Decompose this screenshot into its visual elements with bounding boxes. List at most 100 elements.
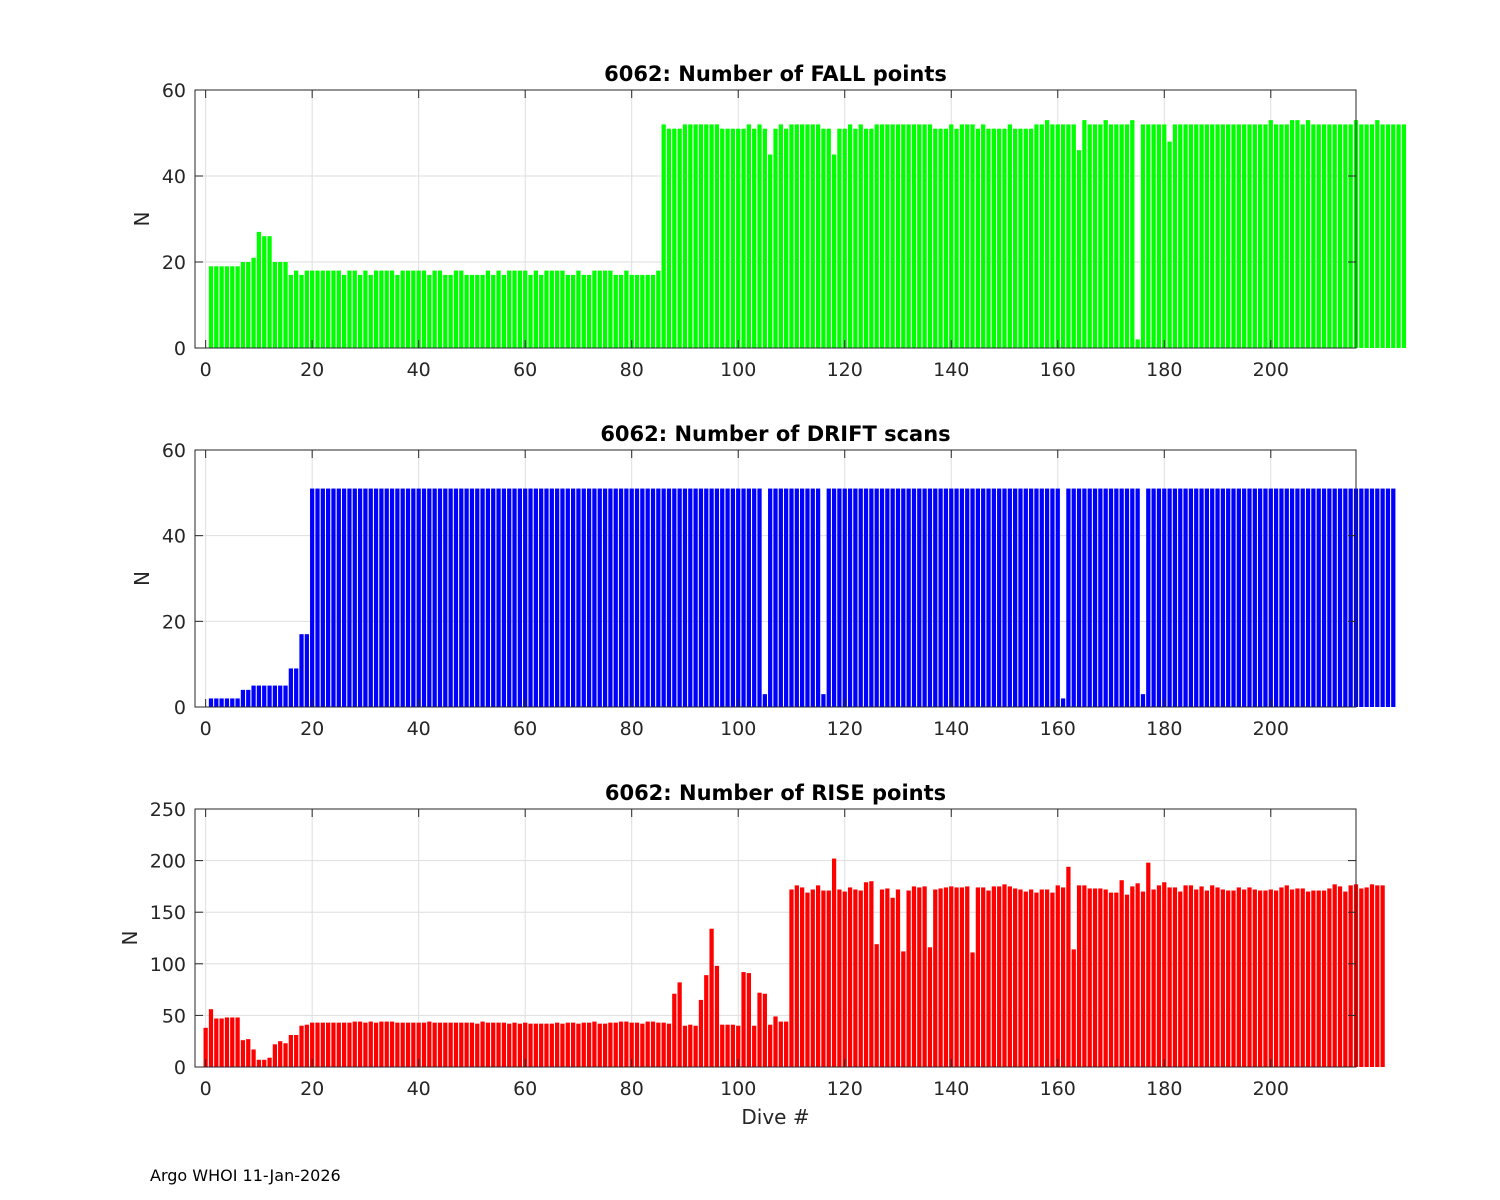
bar [634, 274, 640, 348]
bar [1279, 488, 1284, 707]
x-tick-label: 200 [1253, 359, 1289, 381]
bar [453, 1022, 459, 1067]
bar [437, 270, 443, 348]
bar [933, 488, 938, 707]
x-tick-label: 20 [300, 1078, 324, 1100]
bar [1295, 888, 1300, 1067]
bar [1226, 488, 1231, 707]
bar [1167, 141, 1172, 348]
bar [1247, 488, 1252, 707]
bar [1082, 120, 1087, 348]
bar [1220, 488, 1225, 707]
bar [672, 993, 677, 1067]
bar [666, 488, 672, 707]
bar [602, 270, 608, 348]
bar [943, 887, 949, 1067]
bar [965, 124, 970, 349]
y-axis-label: N [130, 571, 154, 586]
bar [326, 270, 331, 348]
bar [720, 1024, 725, 1067]
bar [911, 886, 917, 1067]
bar [949, 488, 954, 707]
x-tick-label: 180 [1146, 359, 1182, 381]
bar [858, 488, 863, 707]
bar [1114, 124, 1119, 349]
bar [310, 1022, 315, 1067]
x-tick-label: 180 [1146, 1078, 1182, 1100]
bar [847, 124, 853, 349]
x-tick-label: 120 [827, 1078, 863, 1100]
bar [1178, 124, 1183, 349]
bar [421, 1022, 427, 1067]
bar [224, 1017, 230, 1067]
bar [1231, 890, 1236, 1067]
bar [230, 698, 235, 707]
bar [1263, 488, 1268, 707]
bar [437, 1022, 443, 1067]
bar [565, 1022, 570, 1067]
y-tick-label: 0 [174, 1057, 186, 1079]
bar [1226, 124, 1231, 349]
bar [485, 488, 491, 707]
bar [512, 270, 517, 348]
bar [799, 488, 805, 707]
bar [480, 1021, 485, 1067]
bar [267, 1057, 272, 1067]
bar [906, 488, 911, 707]
bar [938, 488, 943, 707]
bar [991, 488, 996, 707]
bar [379, 1021, 384, 1067]
bar [1268, 488, 1273, 707]
bar [1140, 694, 1146, 707]
bar [821, 128, 826, 348]
bar [1188, 124, 1194, 349]
bar [320, 1022, 325, 1067]
bar [842, 488, 847, 707]
bar [981, 887, 986, 1067]
bar [1380, 488, 1385, 707]
bar [1162, 488, 1167, 707]
bar [933, 128, 938, 348]
y-tick-label: 150 [150, 902, 186, 924]
bar [363, 1022, 368, 1067]
bar [1300, 888, 1305, 1067]
bar [246, 1039, 251, 1067]
bar [1236, 124, 1241, 349]
y-tick-label: 0 [174, 697, 186, 719]
bar [1226, 890, 1231, 1067]
bar [885, 488, 890, 707]
bar [379, 270, 384, 348]
bar [1183, 488, 1188, 707]
bar [714, 124, 720, 349]
bar [725, 128, 730, 348]
bar [539, 274, 544, 348]
bar [970, 124, 975, 349]
bar [496, 1022, 501, 1067]
chart-title: 6062: Number of RISE points [605, 781, 946, 805]
bar [810, 889, 815, 1067]
bar [1172, 124, 1178, 349]
chart-title: 6062: Number of FALL points [604, 62, 947, 86]
bar [256, 231, 262, 348]
bar [411, 1022, 416, 1067]
bar [1231, 124, 1236, 349]
bar [219, 698, 224, 707]
bar [1066, 124, 1071, 349]
bar [395, 274, 400, 348]
bar [1039, 124, 1044, 349]
bar [1337, 124, 1343, 349]
bar [1076, 488, 1082, 707]
bar [1199, 886, 1204, 1067]
bar [1348, 124, 1353, 349]
bar [448, 1022, 453, 1067]
x-tick-label: 20 [300, 718, 324, 740]
bar [986, 890, 991, 1067]
bar [507, 1023, 512, 1067]
bar [869, 488, 874, 707]
bar [1332, 124, 1337, 349]
bar [1013, 488, 1018, 707]
x-tick-label: 120 [827, 718, 863, 740]
bar [1343, 488, 1348, 707]
bar [1220, 124, 1225, 349]
bar [874, 944, 879, 1067]
